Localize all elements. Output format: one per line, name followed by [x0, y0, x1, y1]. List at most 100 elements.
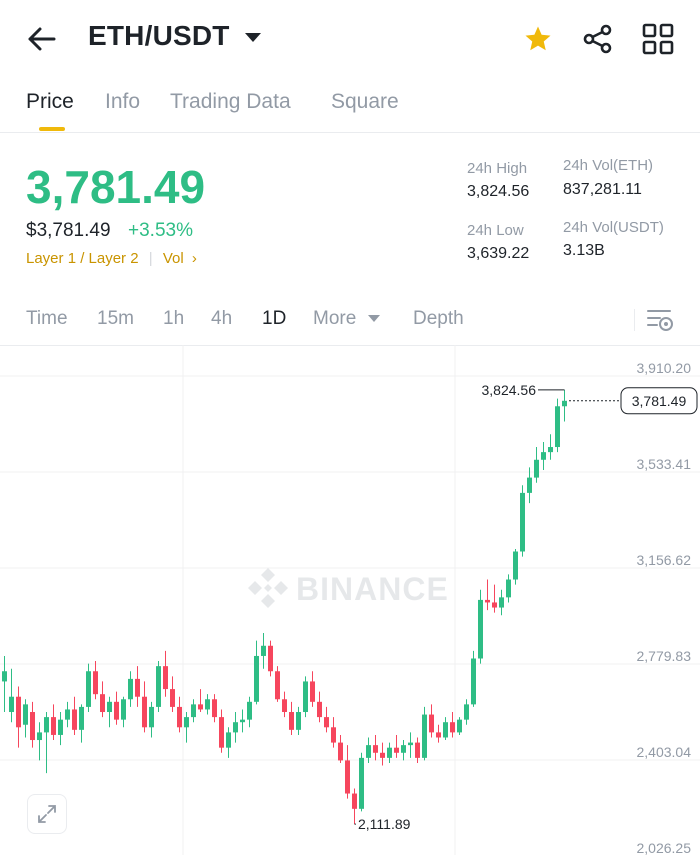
- toolbar-divider: [634, 309, 635, 331]
- y-tick-label: 3,910.20: [637, 360, 692, 376]
- tab-price[interactable]: Price: [26, 90, 74, 113]
- last-price-box: [620, 387, 698, 415]
- candle-body: [534, 459, 539, 478]
- chart-settings-icon[interactable]: [646, 307, 674, 333]
- category-tags: Layer 1 / Layer 2 | Vol ›: [26, 250, 197, 267]
- candle-body: [93, 671, 98, 695]
- pair-title[interactable]: ETH/USDT: [88, 20, 230, 51]
- candle-body: [135, 678, 140, 697]
- candle-body: [212, 699, 217, 718]
- candle-body: [324, 717, 329, 728]
- high-value: 3,824.56: [467, 183, 530, 200]
- candle-body: [422, 714, 427, 758]
- candle-body: [9, 696, 14, 713]
- candle-body: [16, 696, 21, 728]
- watermark-text: BINANCE: [296, 571, 449, 607]
- low-value: 3,639.22: [467, 245, 530, 262]
- usd-price: $3,781.49: [26, 220, 111, 241]
- grid-icon[interactable]: [642, 23, 674, 55]
- candle-body: [429, 714, 434, 733]
- candle-body: [317, 701, 322, 718]
- arrow-left-icon[interactable]: [26, 24, 58, 54]
- candle-body: [555, 406, 560, 448]
- candle-body: [247, 701, 252, 720]
- candle-body: [520, 492, 525, 552]
- pair-dropdown-icon[interactable]: [245, 33, 261, 42]
- low-marker-label: 2,111.89: [358, 816, 411, 832]
- y-tick-label: 2,779.83: [637, 648, 692, 664]
- candle-body: [548, 447, 553, 453]
- candle-body: [478, 599, 483, 659]
- candle-body: [359, 757, 364, 809]
- candle-body: [373, 745, 378, 753]
- candle-body: [156, 666, 161, 707]
- timeframe-time[interactable]: Time: [26, 308, 68, 329]
- candle-body: [240, 719, 245, 723]
- section-tabs: Price Info Trading Data Square: [0, 80, 700, 133]
- candle-body: [51, 717, 56, 735]
- candle-body: [191, 704, 196, 718]
- binance-logo-icon: [248, 568, 288, 608]
- y-tick-label: 2,026.25: [637, 840, 692, 855]
- candle-body: [443, 722, 448, 738]
- candle-body: [219, 717, 224, 748]
- active-tab-indicator: [39, 127, 65, 131]
- candle-body: [163, 666, 168, 690]
- high-marker-label: 3,824.56: [482, 382, 537, 398]
- candle-body: [562, 400, 567, 407]
- candlestick-chart[interactable]: 3,910.20 3,533.41 3,156.62 2,779.83 2,403.04…: [0, 345, 700, 857]
- candle-body: [261, 645, 266, 656]
- candle-body: [310, 681, 315, 702]
- candle-body: [303, 681, 308, 713]
- star-icon[interactable]: [522, 24, 554, 54]
- y-tick-label: 3,533.41: [637, 456, 692, 472]
- vol-eth-label: 24h Vol(ETH): [563, 157, 654, 174]
- more-label: More: [313, 308, 357, 329]
- candle-body: [436, 732, 441, 738]
- candle-body: [499, 597, 504, 608]
- timeframe-15m[interactable]: 15m: [97, 308, 134, 329]
- candle-body: [142, 696, 147, 728]
- low-label: 24h Low: [467, 222, 524, 239]
- candle-body: [86, 671, 91, 707]
- candle-body: [268, 645, 273, 672]
- chart-canvas[interactable]: 3,910.20 3,533.41 3,156.62 2,779.83 2,403.04…: [0, 345, 700, 857]
- candle-body: [37, 732, 42, 741]
- candle-body: [492, 602, 497, 608]
- tab-info[interactable]: Info: [105, 90, 141, 113]
- candle-body: [352, 793, 357, 809]
- candle-body: [79, 706, 84, 730]
- candle-body: [471, 658, 476, 705]
- candle-body: [100, 694, 105, 713]
- candle-body: [177, 706, 182, 728]
- candle-body: [380, 752, 385, 758]
- candle-body: [415, 742, 420, 758]
- candle-body: [65, 709, 70, 720]
- zoom-button[interactable]: [27, 794, 67, 834]
- candle-body: [541, 452, 546, 460]
- tab-trading-data[interactable]: Trading Data: [170, 90, 291, 113]
- vol-link[interactable]: Vol: [162, 250, 184, 267]
- high-label: 24h High: [467, 160, 528, 177]
- candle-body: [464, 704, 469, 720]
- timeframe-1d[interactable]: 1D: [262, 308, 287, 329]
- candle-body: [275, 671, 280, 700]
- depth-tab[interactable]: Depth: [413, 308, 464, 329]
- candle-body: [513, 551, 518, 580]
- timeframe-1h[interactable]: 1h: [163, 308, 185, 329]
- timeframe-more[interactable]: More: [313, 308, 380, 330]
- candle-body: [296, 712, 301, 730]
- chevron-right-icon: ›: [191, 250, 197, 267]
- tab-square[interactable]: Square: [331, 90, 399, 113]
- timeframe-4h[interactable]: 4h: [211, 308, 233, 329]
- candle-body: [72, 709, 77, 730]
- candle-body: [58, 719, 63, 735]
- candle-body: [394, 747, 399, 753]
- caret-down-icon: [367, 315, 380, 323]
- candle-body: [2, 671, 7, 682]
- candle-body: [331, 727, 336, 743]
- candle-body: [44, 717, 49, 733]
- tag-layer[interactable]: Layer 1 / Layer 2: [26, 250, 139, 267]
- share-icon[interactable]: [582, 23, 614, 55]
- candle-body: [408, 742, 413, 746]
